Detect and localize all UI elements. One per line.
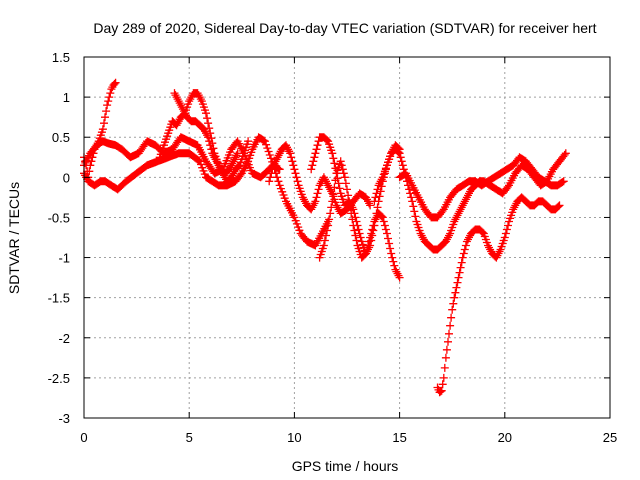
y-tick-label: -1.5 bbox=[48, 291, 70, 306]
data-point-markers bbox=[433, 193, 564, 397]
data-points bbox=[80, 78, 570, 397]
series-track-k bbox=[433, 193, 564, 397]
series-track-e bbox=[170, 89, 242, 178]
y-axis-label: SDTVAR / TECUs bbox=[6, 182, 22, 294]
data-point-markers bbox=[170, 89, 242, 178]
y-tick-label: -1 bbox=[58, 251, 70, 266]
series-track-f bbox=[265, 141, 375, 218]
x-axis-label: GPS time / hours bbox=[292, 458, 399, 474]
x-tick-label: 20 bbox=[498, 430, 512, 445]
x-tick-label: 15 bbox=[392, 430, 406, 445]
plot-frame bbox=[83, 56, 611, 419]
x-tick-label: 5 bbox=[186, 430, 193, 445]
series-track-j bbox=[395, 153, 568, 222]
y-tick-label: 1.5 bbox=[52, 50, 70, 65]
x-tick-label: 0 bbox=[80, 430, 87, 445]
series-track-h bbox=[315, 157, 404, 282]
grid bbox=[84, 57, 610, 418]
axis-ticks: 1.5 1 0.5 0 -0.5 -1 -1.5 -2 -2.5 -3 0 5 10 15 20 25 bbox=[48, 50, 618, 445]
chart-title: Day 289 of 2020, Sidereal Day-to-day VTE… bbox=[93, 20, 596, 36]
x-tick-label: 10 bbox=[287, 430, 301, 445]
y-tick-label: -0.5 bbox=[48, 210, 70, 225]
data-point-markers bbox=[265, 141, 375, 218]
y-tick-label: 0 bbox=[63, 170, 70, 185]
x-tick-label: 25 bbox=[603, 430, 617, 445]
y-tick-label: -2.5 bbox=[48, 371, 70, 386]
data-point-markers bbox=[395, 153, 568, 222]
data-point-markers bbox=[315, 157, 404, 282]
y-tick-label: -2 bbox=[58, 331, 70, 346]
y-tick-label: 0.5 bbox=[52, 130, 70, 145]
y-tick-label: 1 bbox=[63, 90, 70, 105]
y-tick-label: -3 bbox=[58, 411, 70, 426]
